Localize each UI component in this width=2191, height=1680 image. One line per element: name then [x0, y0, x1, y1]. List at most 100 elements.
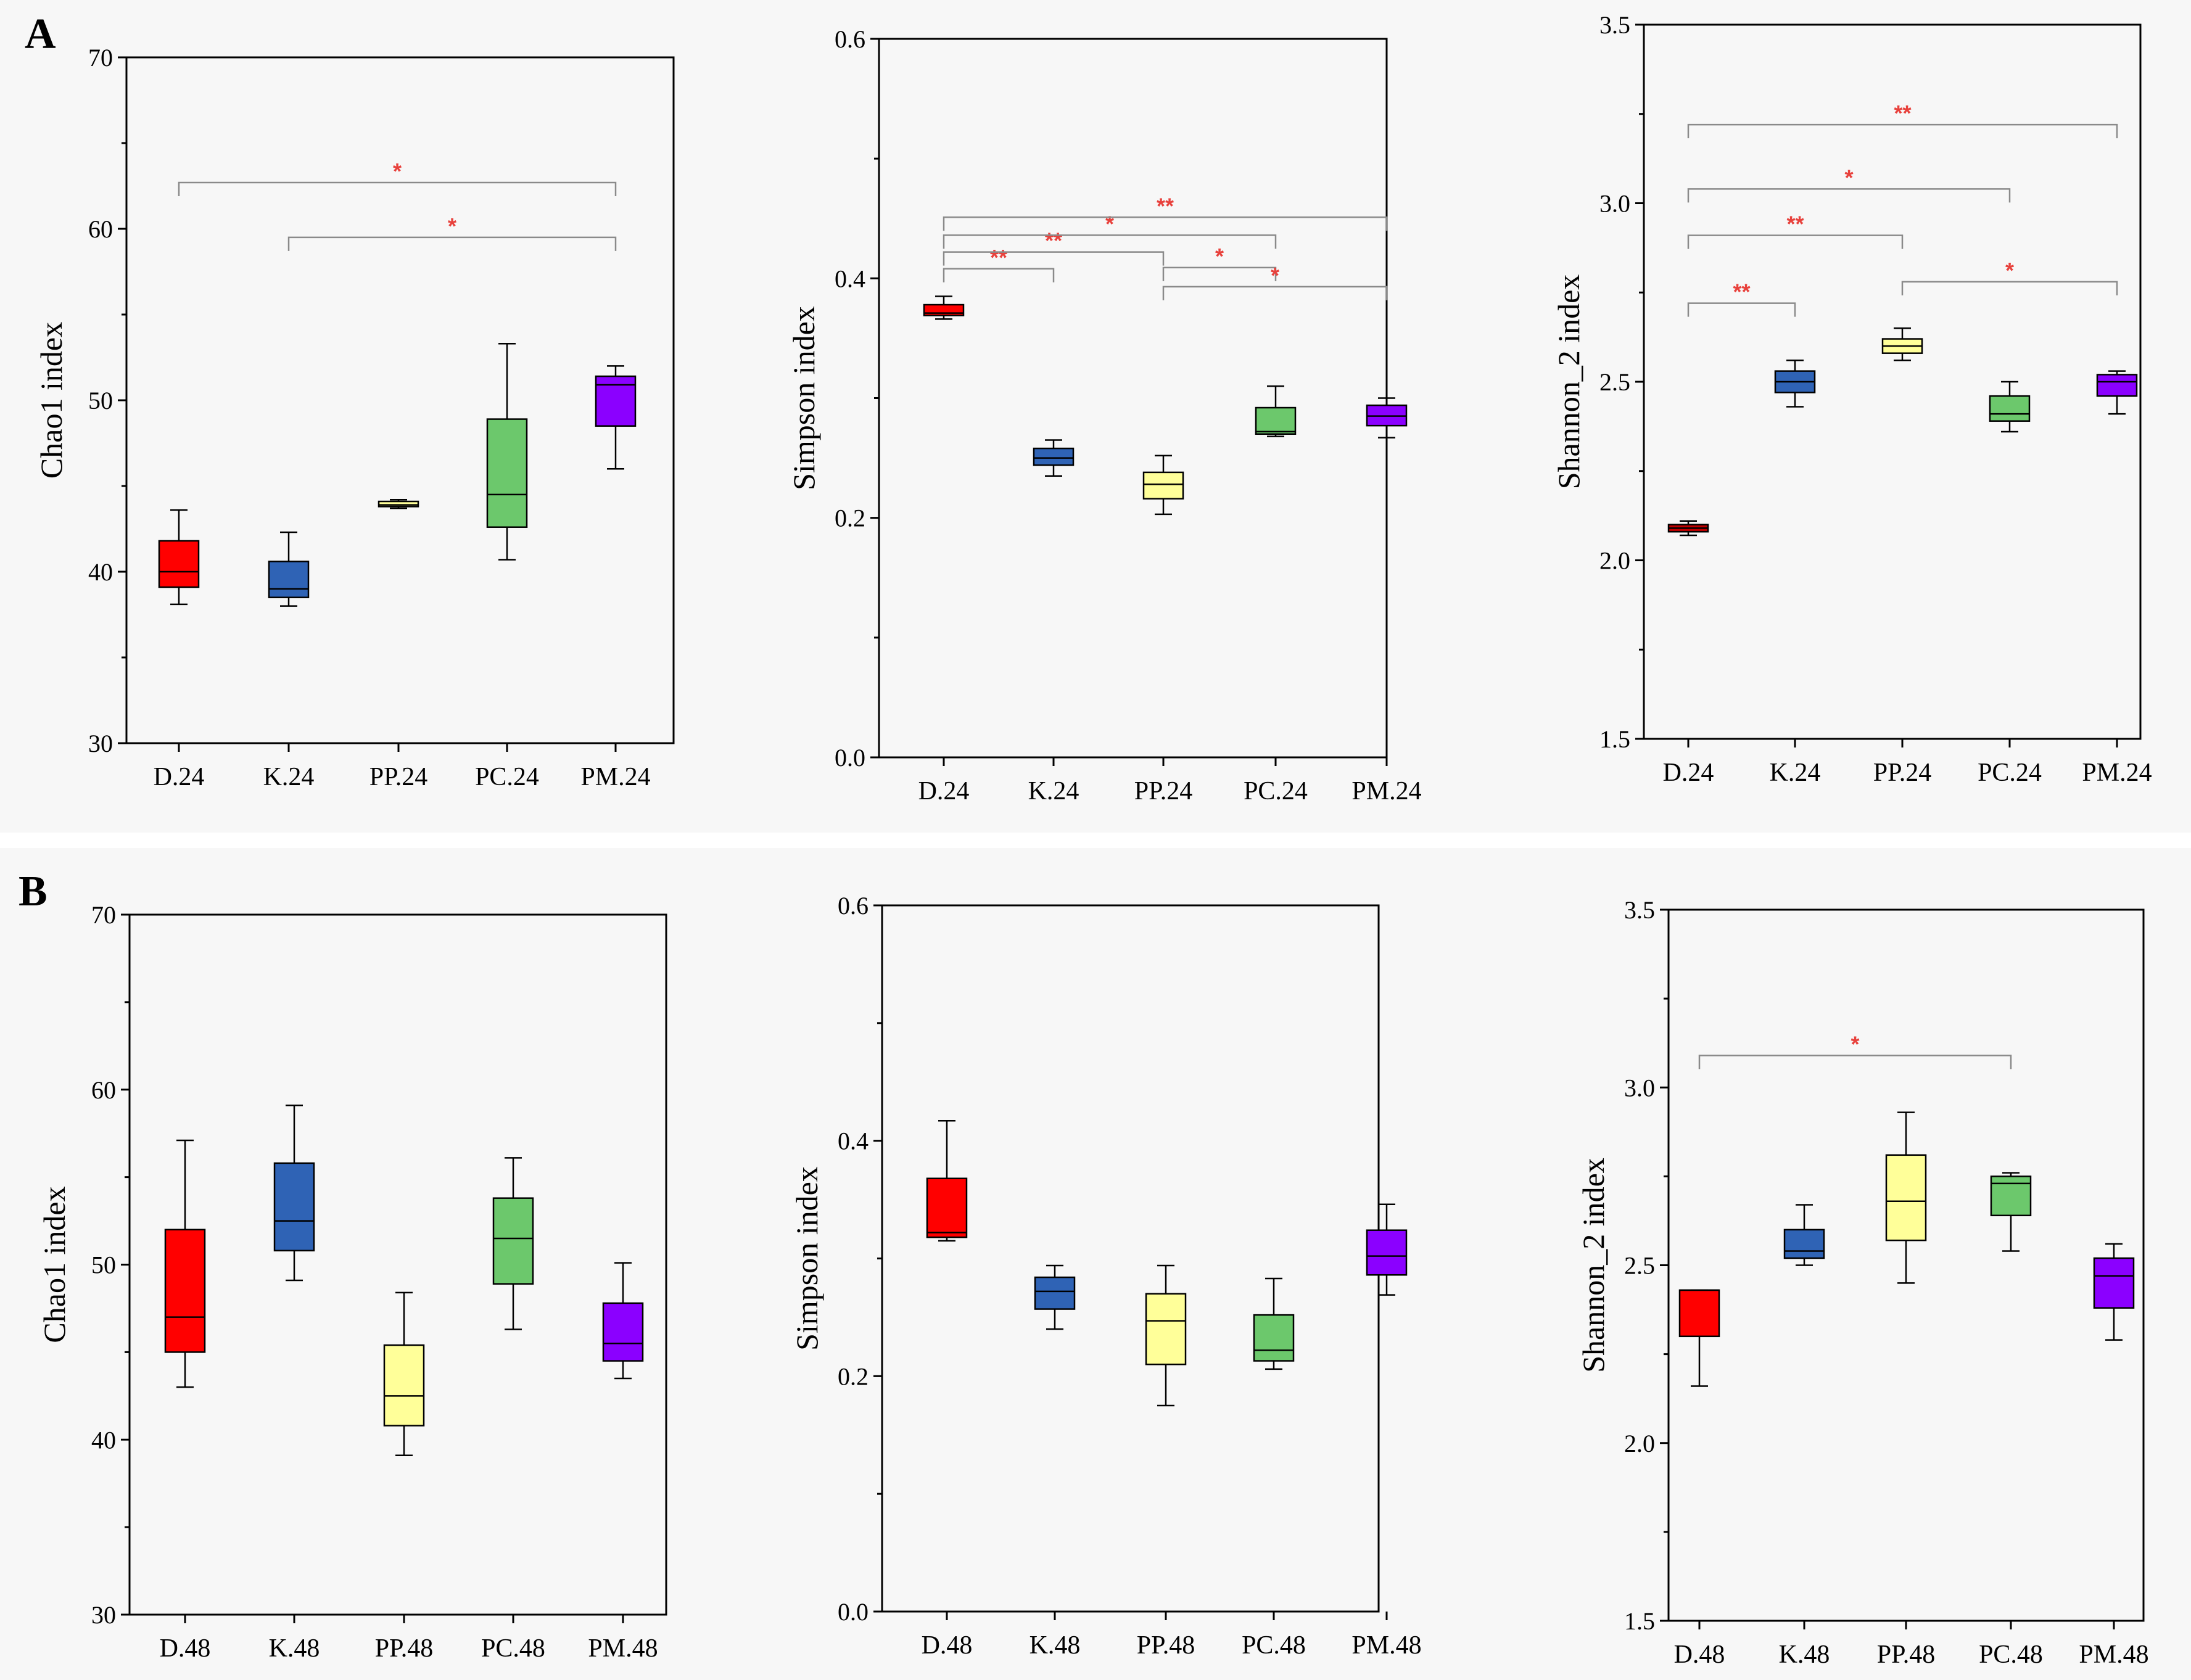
significance-bracket: * [1687, 165, 2011, 203]
y-axis-label: Shannon_2 index [1576, 1158, 1611, 1373]
box-iqr [1990, 1176, 2032, 1217]
box-PP.48 [1885, 1111, 1927, 1284]
panel-b-background [0, 848, 2191, 1680]
bracket-line [1687, 123, 2118, 139]
x-tick-label: D.24 [154, 763, 205, 791]
box-K.24 [1774, 360, 1816, 408]
y-tick-label: 1.5 [1624, 1607, 1655, 1635]
box-iqr [1034, 1276, 1076, 1310]
y-tick-label: 30 [91, 1601, 116, 1629]
charts-layer: 30 40 50 60 70 Chao1 index D.24 K.24 PP.24 PC.24 P… [34, 11, 2152, 1669]
box-iqr [926, 1177, 968, 1238]
y-tick-label: 3.0 [1624, 1074, 1655, 1101]
y-tick-label: 0.2 [835, 504, 865, 532]
chart-3: 1.5 2.0 2.5 3.0 3.5 Shannon_2 index D.24 K.24 PP… [1551, 11, 2152, 787]
x-tick-label: D.24 [1663, 759, 1714, 787]
x-tick-label: D.48 [160, 1634, 211, 1663]
x-tick-label: D.24 [918, 777, 970, 805]
bracket-line [943, 234, 1277, 249]
significance-label: * [2005, 258, 2014, 283]
box-iqr [1253, 1314, 1295, 1362]
box-PM.48 [1366, 1203, 1408, 1296]
box-iqr [1678, 1289, 1720, 1338]
box-D.24 [1667, 520, 1709, 537]
chart-1: 30 40 50 60 70 Chao1 index D.24 K.24 PP.24 PC.24 P… [34, 44, 675, 791]
y-tick-label: 1.5 [1599, 725, 1630, 753]
box-iqr [602, 1302, 644, 1362]
box-PM.24 [1366, 397, 1408, 439]
y-tick-label: 60 [88, 215, 113, 243]
y-tick-label: 0.6 [835, 25, 865, 53]
significance-label: ** [1733, 279, 1750, 305]
y-tick-label: 50 [88, 387, 113, 414]
bracket-line [943, 251, 1165, 266]
panel-letter-b: B [19, 868, 47, 915]
significance-bracket: * [1698, 1031, 2012, 1069]
y-axis-label: Simpson index [786, 306, 821, 490]
box-PC.24 [1255, 385, 1297, 437]
x-tick-label: PM.24 [2082, 759, 2152, 787]
x-tick-label: D.48 [922, 1631, 973, 1660]
x-tick-label: PC.48 [1242, 1631, 1306, 1660]
bracket-line [1687, 302, 1796, 317]
significance-bracket: * [1162, 244, 1277, 281]
significance-label: * [1844, 165, 1853, 190]
box-iqr [1255, 406, 1297, 435]
x-tick-label: PM.24 [1351, 777, 1421, 805]
box-iqr [923, 303, 965, 316]
significance-label: ** [1045, 228, 1062, 253]
y-tick-label: 3.5 [1599, 11, 1630, 39]
x-tick-label: PC.48 [481, 1634, 545, 1663]
box-PM.24 [595, 365, 637, 470]
box-iqr [378, 500, 419, 508]
x-tick-label: K.24 [1770, 759, 1821, 787]
box-iqr [1989, 395, 2031, 422]
panel-a-background [0, 0, 2191, 833]
box-D.48 [1678, 1289, 1720, 1387]
y-tick-label: 3.5 [1624, 896, 1655, 924]
x-tick-label: PC.24 [1244, 777, 1308, 805]
box-iqr [1033, 447, 1075, 466]
significance-label: * [393, 159, 402, 184]
x-tick-label: PC.24 [475, 763, 539, 791]
box-PC.48 [492, 1157, 534, 1330]
y-tick-label: 0.6 [838, 892, 869, 920]
bracket-line [287, 236, 617, 251]
box-iqr [1783, 1229, 1825, 1259]
box-iqr [1142, 471, 1184, 500]
chart-2: 0.0 0.2 0.4 0.6 Simpson index D.24 K.24 PP.24 PC… [786, 25, 1422, 805]
box-iqr [273, 1162, 315, 1252]
bracket-line [1162, 286, 1388, 300]
box-K.24 [268, 531, 310, 607]
significance-label: ** [1157, 193, 1174, 218]
significance-label: * [1271, 263, 1279, 288]
bracket-line [178, 181, 617, 196]
x-tick-label: PP.24 [1873, 759, 1932, 787]
x-tick-label: PM.24 [580, 763, 650, 791]
box-K.48 [273, 1105, 315, 1282]
y-axis-label: Simpson index [790, 1166, 824, 1351]
box-PP.48 [383, 1291, 425, 1457]
y-tick-label: 2.5 [1624, 1252, 1655, 1280]
y-tick-label: 40 [91, 1426, 116, 1454]
significance-bracket: * [1901, 258, 2118, 295]
box-D.24 [158, 509, 200, 606]
x-tick-label: PP.48 [375, 1634, 434, 1663]
y-tick-label: 60 [91, 1076, 116, 1104]
box-iqr [1885, 1154, 1927, 1241]
significance-bracket: ** [943, 228, 1165, 266]
significance-bracket: ** [1687, 279, 1796, 317]
box-PM.24 [2096, 370, 2138, 415]
bracket-line [1698, 1055, 2012, 1069]
y-tick-label: 0.0 [835, 744, 865, 772]
x-tick-label: K.48 [1029, 1631, 1081, 1660]
x-tick-label: D.48 [1674, 1641, 1725, 1669]
box-iqr [595, 375, 637, 427]
box-iqr [158, 540, 200, 588]
significance-label: * [1851, 1031, 1859, 1056]
box-iqr [1366, 1229, 1408, 1276]
bracket-line [943, 268, 1055, 282]
box-iqr [383, 1344, 425, 1427]
box-PM.48 [602, 1262, 644, 1380]
